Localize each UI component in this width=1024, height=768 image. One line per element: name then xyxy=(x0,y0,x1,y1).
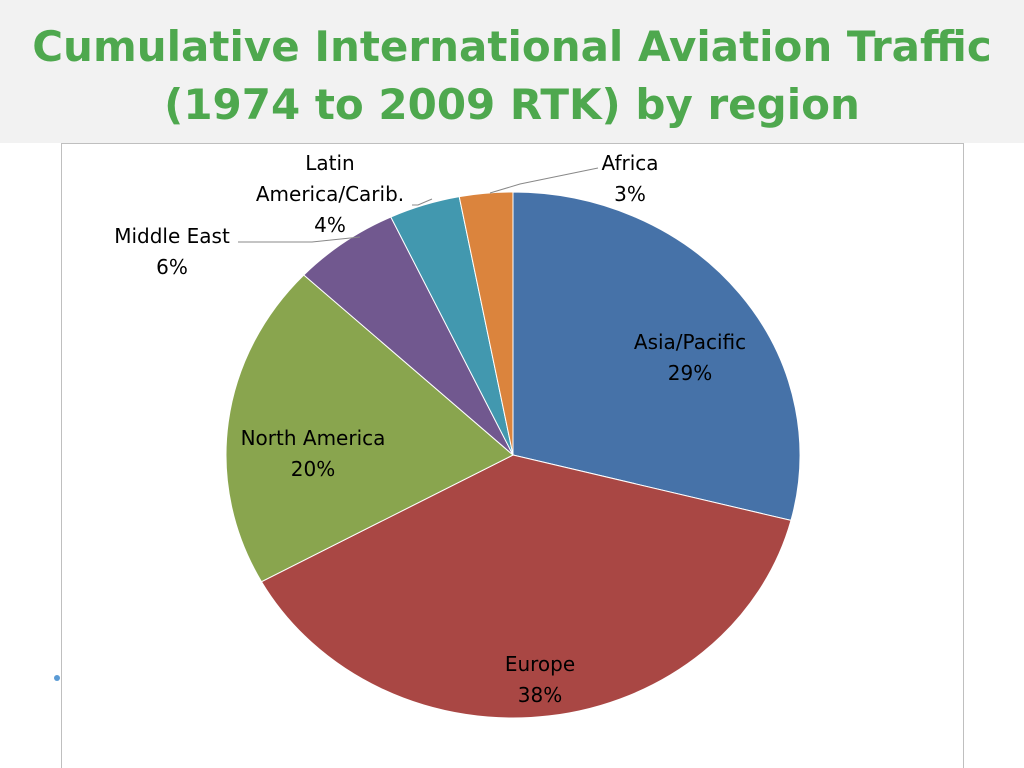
slice-label: Europe 38% xyxy=(450,649,630,711)
value-label: 29% xyxy=(667,361,713,385)
leader-line xyxy=(489,167,599,194)
value-label: 4% xyxy=(314,213,346,237)
value-label: 38% xyxy=(517,683,563,707)
category-label: North America xyxy=(240,426,386,450)
value-label: 3% xyxy=(614,182,646,206)
pie-slice xyxy=(260,454,792,719)
pie-slice xyxy=(458,191,514,456)
slice-label: North America 20% xyxy=(223,423,403,485)
category-label: Latin America/Carib. xyxy=(255,151,405,206)
pie xyxy=(225,191,801,719)
slice-label: Africa 3% xyxy=(540,148,720,210)
value-label: 20% xyxy=(290,457,336,481)
value-label: 6% xyxy=(156,255,188,279)
category-label: Middle East xyxy=(114,224,230,248)
leader-line xyxy=(412,198,433,206)
category-label: Asia/Pacific xyxy=(633,330,747,354)
bullet xyxy=(54,675,60,681)
pie-slice xyxy=(512,191,801,522)
slice-label: Asia/Pacific 29% xyxy=(600,327,780,389)
slice-label: Latin America/Carib. 4% xyxy=(245,148,415,241)
leader-line xyxy=(238,236,361,243)
title-band xyxy=(0,0,1024,143)
category-label: Europe xyxy=(504,652,576,676)
slice-label: Middle East 6% xyxy=(82,221,262,283)
chart-title: Cumulative International Aviation Traffi… xyxy=(32,22,992,129)
category-label: Africa xyxy=(601,151,659,175)
pie-slice xyxy=(225,274,514,583)
